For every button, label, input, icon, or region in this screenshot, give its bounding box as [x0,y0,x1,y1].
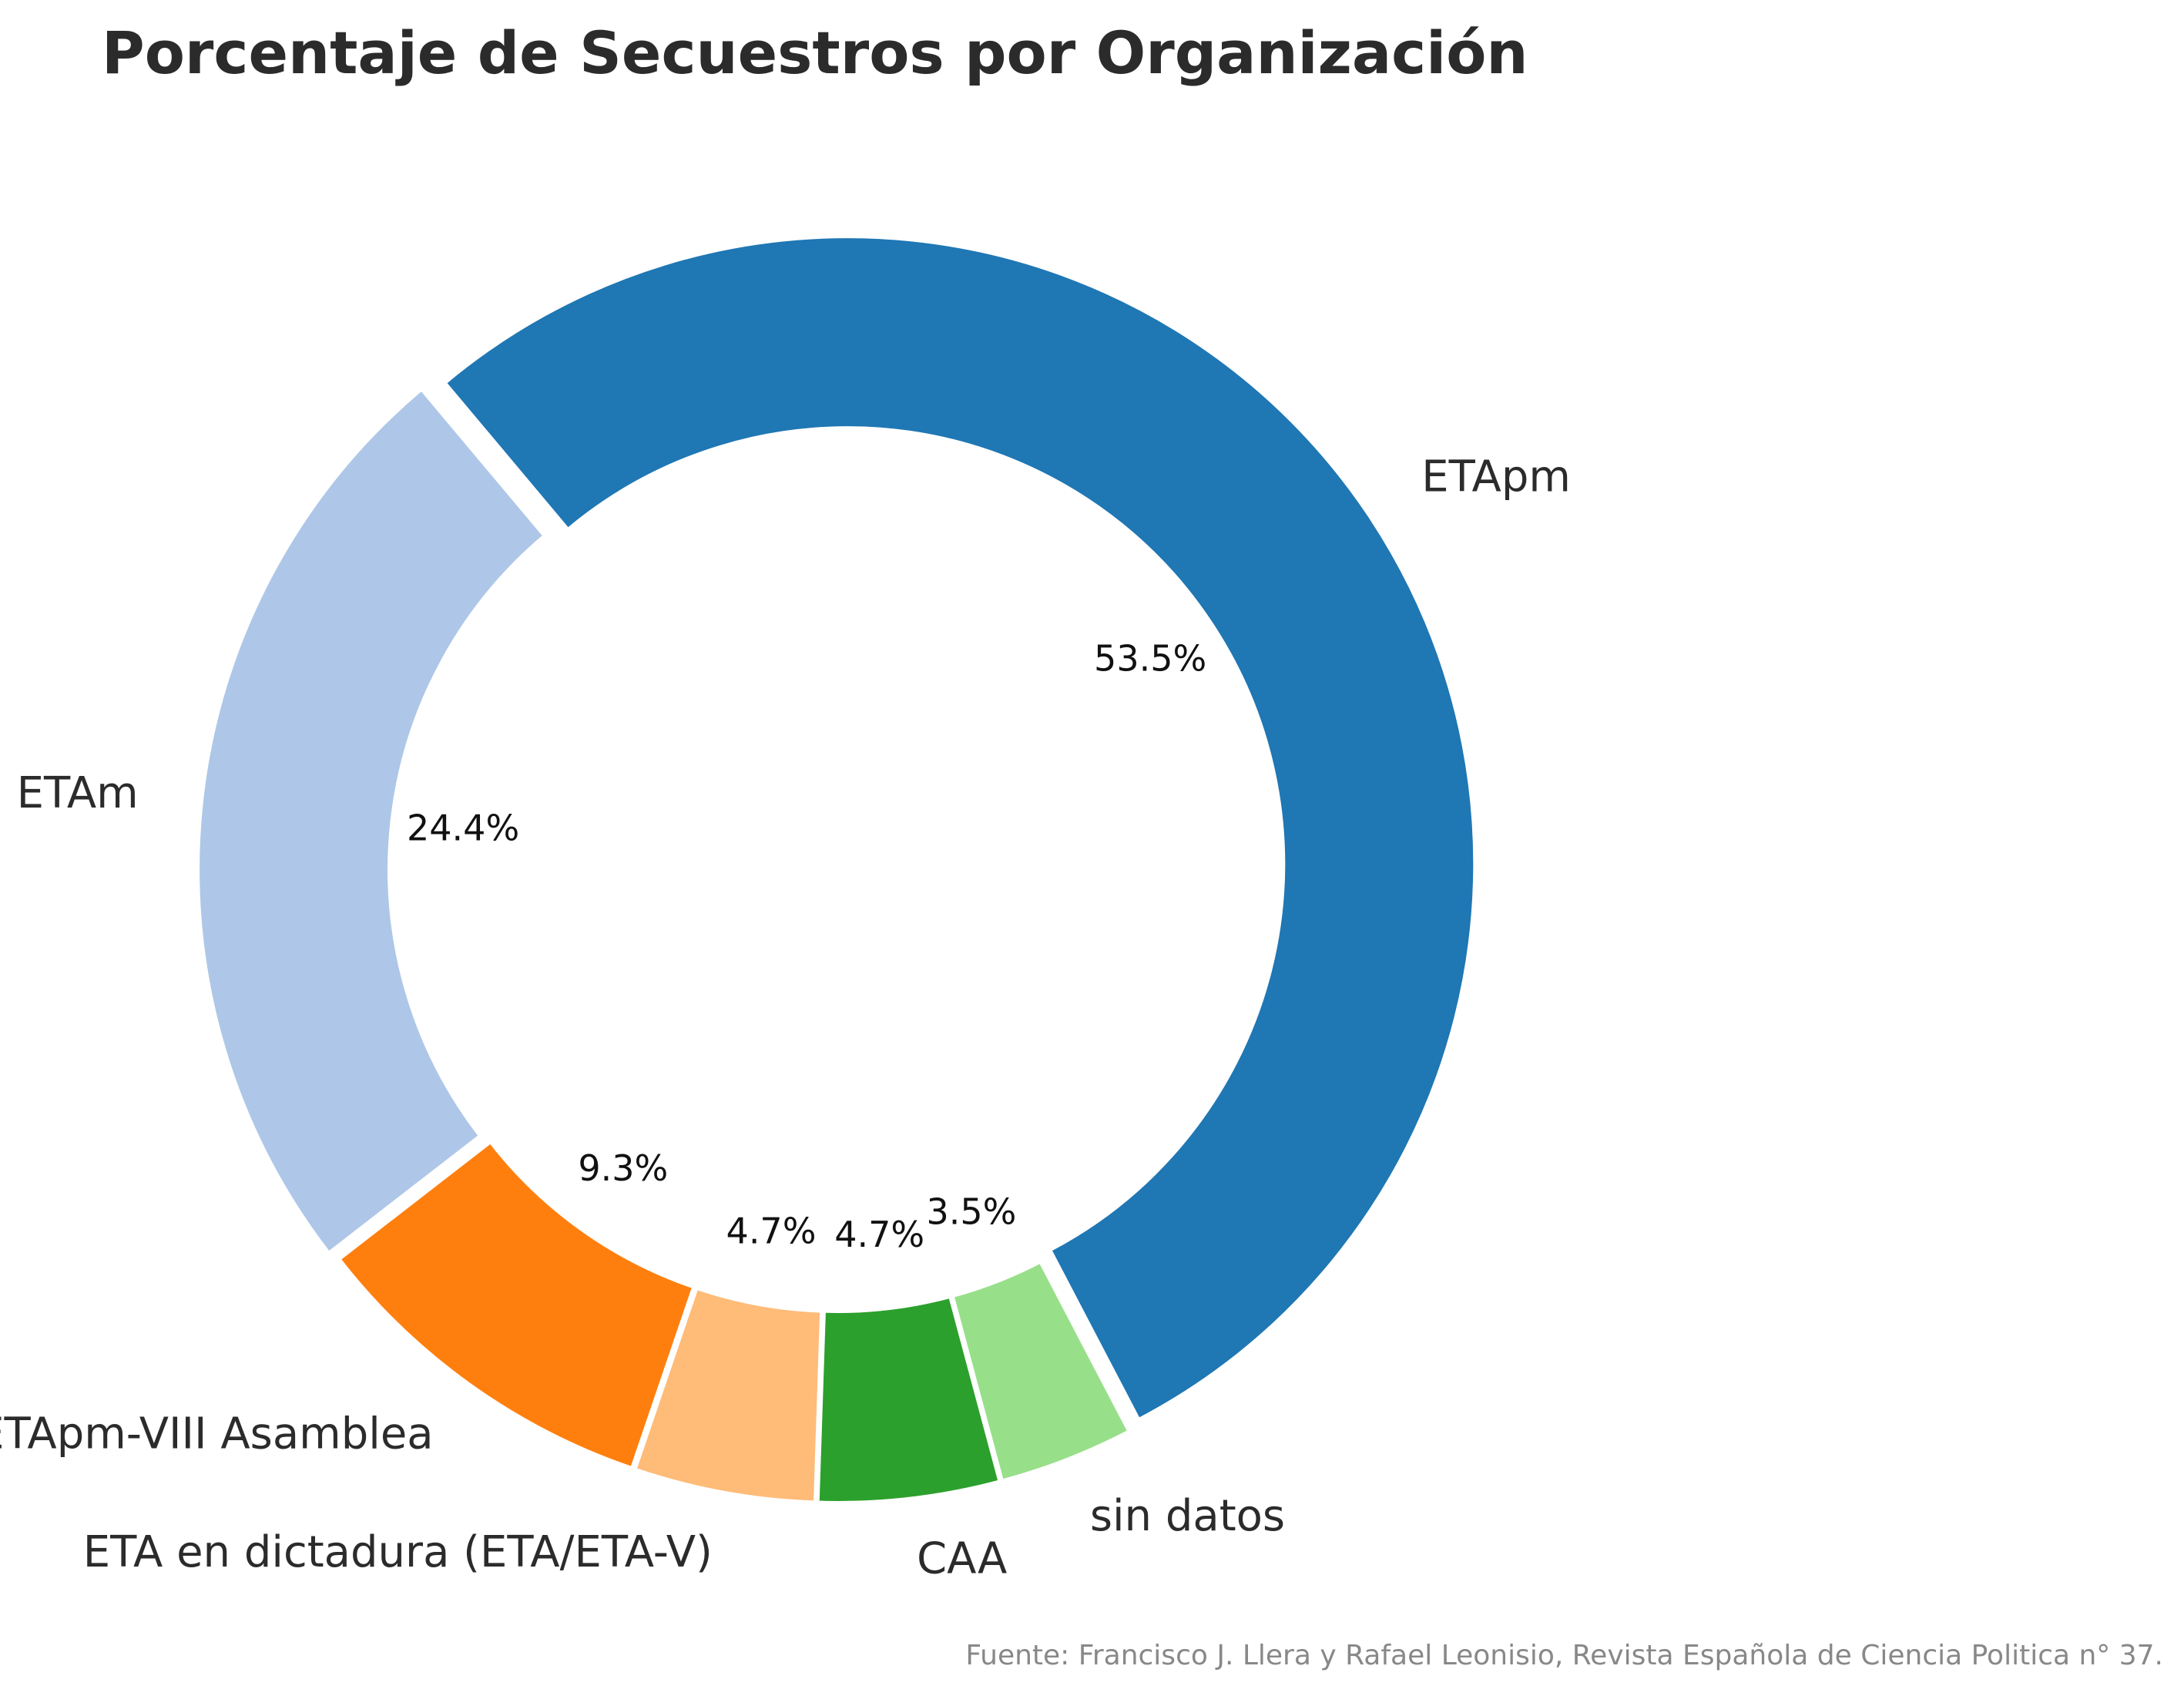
slice-sin-datos [949,1258,1132,1484]
pct-label-eta-en-dictadura-eta-eta-v: 4.7% [726,1210,817,1251]
donut-labels: 24.4% ETAm 9.3% ETApm-VIII Asamblea 4.7% ETA … [0,452,1571,1584]
chart-source: Fuente: Francisco J. Llera y Rafael Leon… [965,1640,2163,1671]
donut-slices [195,233,1478,1506]
chart-title: Porcentaje de Secuestros por Organizació… [102,18,1528,87]
label-eta-en-dictadura-eta-eta-v: ETA en dictadura (ETA/ETA-V) [83,1527,713,1577]
label-sin-datos: sin datos [1090,1491,1285,1541]
pct-label-etapm: 53.5% [1094,638,1206,680]
pct-label-etam: 24.4% [407,807,519,848]
label-etapm: ETApm [1421,452,1571,502]
pct-label-etapm-viii-asamblea: 9.3% [578,1147,668,1189]
slice-etapm [441,233,1478,1423]
label-etam: ETAm [17,768,139,818]
label-caa: CAA [917,1534,1007,1584]
label-etapm-viii-asamblea: ETApm-VIII Asamblea [0,1409,434,1459]
pct-label-caa: 4.7% [834,1214,924,1255]
pct-label-sin-datos: 3.5% [926,1191,1016,1233]
slice-etam [195,385,548,1257]
